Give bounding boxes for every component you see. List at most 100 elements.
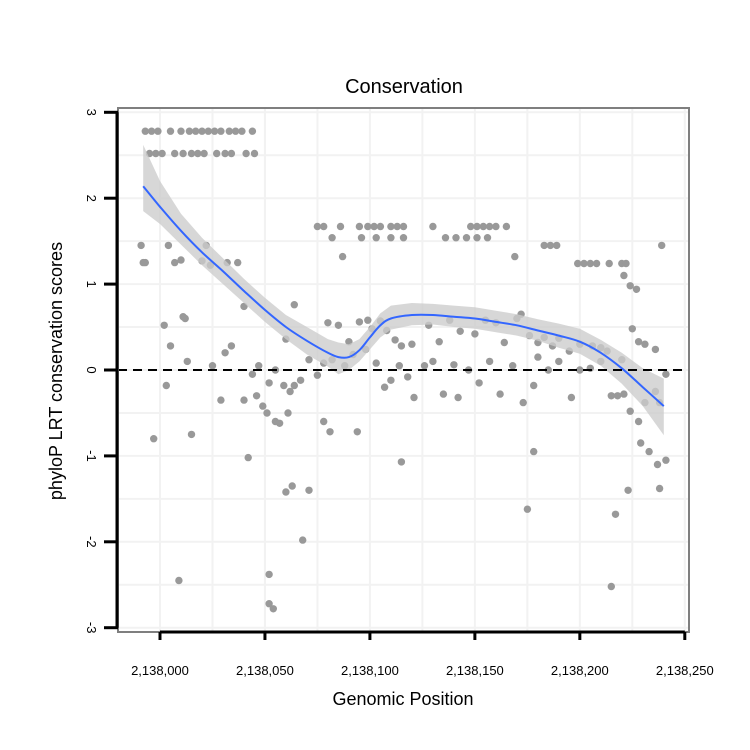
x-axis-label: Genomic Position bbox=[332, 689, 473, 709]
data-point bbox=[454, 393, 462, 402]
data-point bbox=[152, 149, 160, 158]
data-point bbox=[326, 428, 334, 436]
data-point bbox=[334, 321, 343, 329]
data-point bbox=[166, 342, 175, 350]
data-point bbox=[450, 361, 458, 369]
data-point bbox=[645, 447, 653, 456]
data-point bbox=[147, 127, 156, 135]
data-point bbox=[244, 453, 252, 462]
data-point bbox=[620, 390, 628, 398]
data-point bbox=[632, 285, 641, 293]
data-point bbox=[269, 605, 277, 613]
data-point bbox=[320, 417, 328, 426]
data-point bbox=[175, 576, 183, 585]
data-point bbox=[479, 222, 487, 231]
data-point bbox=[372, 234, 380, 242]
data-point bbox=[653, 460, 662, 469]
data-point bbox=[467, 222, 475, 231]
data-point bbox=[313, 222, 322, 231]
data-point bbox=[544, 366, 552, 374]
data-point bbox=[471, 330, 479, 338]
data-point bbox=[328, 234, 336, 242]
data-point bbox=[198, 127, 206, 135]
data-point bbox=[473, 234, 481, 242]
data-point bbox=[162, 381, 170, 390]
data-point bbox=[576, 366, 584, 374]
data-point bbox=[523, 505, 532, 513]
x-tick-label: 2,138,100 bbox=[341, 663, 399, 678]
data-point bbox=[248, 127, 257, 135]
data-point bbox=[150, 435, 158, 443]
data-point bbox=[370, 222, 378, 231]
data-point bbox=[187, 430, 196, 439]
data-point bbox=[626, 282, 634, 290]
data-point bbox=[496, 390, 504, 398]
y-axis-label: phyloP LRT conservation scores bbox=[46, 242, 66, 500]
y-tick-label: -1 bbox=[84, 450, 99, 462]
data-point bbox=[429, 357, 437, 366]
data-point bbox=[420, 362, 429, 370]
data-point bbox=[299, 536, 307, 544]
data-point bbox=[210, 127, 219, 135]
data-point bbox=[290, 301, 298, 309]
data-point bbox=[336, 222, 345, 231]
data-point bbox=[502, 222, 511, 231]
data-point bbox=[399, 234, 408, 242]
y-tick-label: 3 bbox=[84, 109, 99, 116]
data-point bbox=[462, 234, 471, 242]
data-point bbox=[158, 149, 166, 158]
data-point bbox=[475, 379, 483, 387]
data-point bbox=[208, 362, 217, 370]
data-point bbox=[620, 271, 628, 280]
data-point bbox=[305, 356, 313, 364]
data-point bbox=[456, 327, 464, 335]
data-point bbox=[324, 319, 332, 327]
data-point bbox=[452, 234, 460, 242]
data-point bbox=[160, 321, 168, 329]
y-tick-label: -2 bbox=[84, 536, 99, 548]
data-point bbox=[265, 570, 273, 579]
data-point bbox=[187, 149, 196, 158]
data-point bbox=[567, 393, 576, 402]
data-point bbox=[192, 127, 200, 135]
y-tick-label: 0 bbox=[84, 366, 99, 373]
data-point bbox=[185, 127, 194, 135]
data-point bbox=[662, 456, 670, 464]
data-point bbox=[586, 259, 594, 268]
data-point bbox=[296, 376, 305, 384]
data-point bbox=[227, 149, 236, 158]
data-point bbox=[234, 258, 242, 267]
data-point bbox=[252, 392, 261, 400]
data-point bbox=[290, 381, 298, 390]
data-point bbox=[492, 222, 500, 231]
y-tick-label: 1 bbox=[84, 280, 99, 287]
data-point bbox=[137, 241, 145, 250]
data-point bbox=[613, 392, 622, 400]
data-point bbox=[141, 127, 149, 135]
data-point bbox=[166, 127, 175, 135]
data-point bbox=[183, 357, 191, 366]
data-point bbox=[282, 488, 290, 496]
data-point bbox=[553, 241, 561, 250]
data-point bbox=[410, 393, 418, 402]
data-point bbox=[624, 486, 632, 494]
data-point bbox=[255, 362, 263, 370]
data-point bbox=[607, 582, 615, 591]
data-point bbox=[265, 600, 273, 608]
data-point bbox=[242, 149, 250, 158]
data-point bbox=[338, 252, 347, 261]
data-point bbox=[397, 342, 406, 350]
data-point bbox=[500, 338, 508, 347]
data-point bbox=[592, 259, 601, 268]
data-point bbox=[555, 357, 563, 366]
data-point bbox=[238, 127, 246, 135]
data-point bbox=[231, 127, 240, 135]
data-point bbox=[408, 340, 416, 348]
data-point bbox=[473, 222, 481, 231]
data-point bbox=[221, 149, 229, 158]
data-point bbox=[435, 338, 443, 346]
data-point bbox=[200, 149, 208, 158]
data-point bbox=[519, 398, 527, 407]
x-tick-label: 2,138,200 bbox=[551, 663, 609, 678]
data-point bbox=[217, 396, 225, 404]
